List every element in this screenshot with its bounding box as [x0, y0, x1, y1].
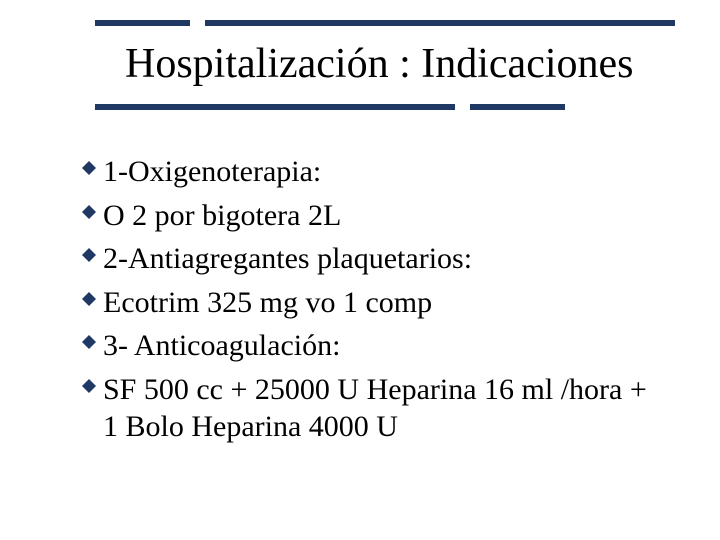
list-item-text: SF 500 cc + 25000 U Heparina 16 ml /hora… — [103, 371, 665, 446]
slide-body: 1-Oxigenoterapia: O 2 por bigotera 2L 2-… — [75, 153, 665, 446]
decor-rule-bottom-right — [470, 104, 565, 110]
list-item: 1-Oxigenoterapia: — [75, 153, 665, 191]
list-item-text: O 2 por bigotera 2L — [103, 197, 665, 235]
diamond-bullet-icon — [75, 240, 103, 262]
diamond-bullet-icon — [75, 327, 103, 349]
list-item-text: 2-Antiagregantes plaquetarios: — [103, 240, 665, 278]
list-item: 3- Anticoagulación: — [75, 327, 665, 365]
list-item-text: 3- Anticoagulación: — [103, 327, 665, 365]
list-item: Ecotrim 325 mg vo 1 comp — [75, 284, 665, 322]
list-item-text: 1-Oxigenoterapia: — [103, 153, 665, 191]
list-item: O 2 por bigotera 2L — [75, 197, 665, 235]
diamond-bullet-icon — [75, 153, 103, 175]
decor-rule-top-left — [95, 20, 190, 26]
slide-title: Hospitalización : Indicaciones — [75, 30, 665, 98]
list-item: 2-Antiagregantes plaquetarios: — [75, 240, 665, 278]
slide: Hospitalización : Indicaciones 1-Oxigeno… — [0, 0, 720, 540]
list-item: SF 500 cc + 25000 U Heparina 16 ml /hora… — [75, 371, 665, 446]
decor-rule-top-right — [205, 20, 675, 26]
list-item-text: Ecotrim 325 mg vo 1 comp — [103, 284, 665, 322]
diamond-bullet-icon — [75, 197, 103, 219]
title-block: Hospitalización : Indicaciones — [75, 30, 665, 98]
diamond-bullet-icon — [75, 371, 103, 393]
decor-rule-bottom-left — [95, 104, 455, 110]
diamond-bullet-icon — [75, 284, 103, 306]
